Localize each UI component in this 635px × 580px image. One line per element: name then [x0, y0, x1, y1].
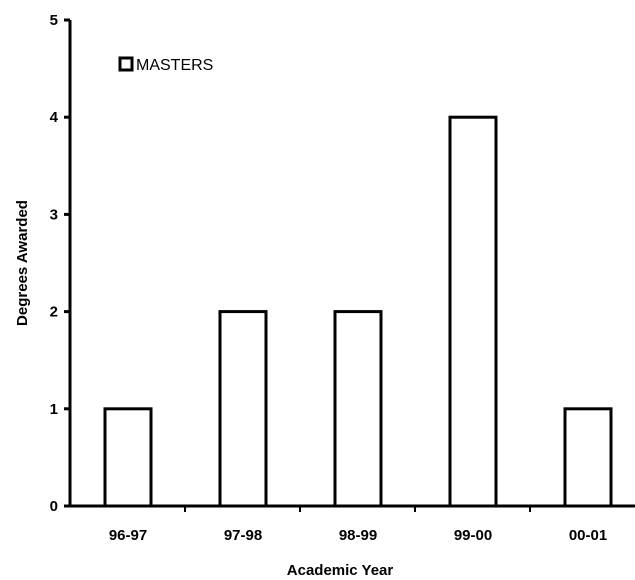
x-tick-label: 98-99 — [339, 527, 377, 544]
y-tick-label: 5 — [50, 12, 58, 29]
bars-layer — [103, 115, 613, 508]
legend-label: MASTERS — [136, 57, 213, 74]
x-tick-label: 97-98 — [224, 527, 262, 544]
bar-98-99 — [333, 310, 383, 508]
y-axis-title: Degrees Awarded — [14, 200, 31, 326]
x-tick-label: 00-01 — [569, 527, 607, 544]
x-tick-label: 99-00 — [454, 527, 492, 544]
y-tick-label: 4 — [50, 109, 59, 126]
y-ticks: 0 1 2 3 4 5 — [50, 12, 70, 515]
axes-layer — [68, 20, 635, 508]
y-tick-label: 0 — [50, 498, 58, 515]
x-axis-title: Academic Year — [287, 562, 394, 579]
legend-swatch — [118, 56, 134, 72]
x-tick-label: 96-97 — [109, 527, 147, 544]
legend: MASTERS — [118, 56, 213, 74]
y-tick-label: 1 — [50, 401, 58, 418]
bar-96-97 — [103, 407, 153, 508]
bar-00-01 — [563, 407, 613, 508]
bar-97-98 — [218, 310, 268, 508]
bar-99-00 — [448, 115, 498, 508]
x-ticks: 96-97 97-98 98-99 99-00 00-01 — [109, 506, 607, 544]
y-tick-label: 2 — [50, 304, 58, 321]
y-tick-label: 3 — [50, 206, 58, 223]
